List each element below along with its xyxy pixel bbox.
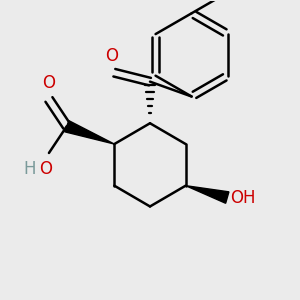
Text: O: O: [42, 74, 56, 92]
Text: O: O: [105, 47, 118, 65]
Text: O: O: [40, 160, 52, 178]
Text: H: H: [23, 160, 36, 178]
Polygon shape: [65, 121, 114, 144]
Polygon shape: [186, 186, 229, 203]
Text: OH: OH: [230, 189, 256, 207]
